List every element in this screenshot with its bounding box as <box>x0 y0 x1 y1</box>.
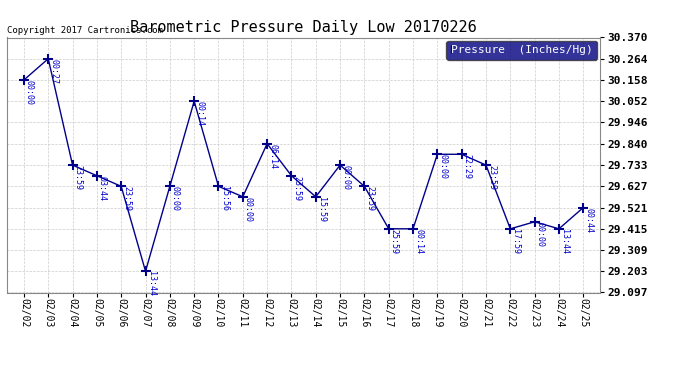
Text: 00:14: 00:14 <box>195 101 204 126</box>
Text: 25:59: 25:59 <box>390 229 399 254</box>
Text: 23:59: 23:59 <box>122 186 131 211</box>
Text: 00:00: 00:00 <box>25 80 34 105</box>
Text: 13:44: 13:44 <box>560 229 569 254</box>
Text: 15:59: 15:59 <box>317 197 326 222</box>
Text: 00:00: 00:00 <box>171 186 180 211</box>
Text: 00:27: 00:27 <box>49 59 58 84</box>
Text: 00:14: 00:14 <box>414 229 423 254</box>
Text: 13:44: 13:44 <box>146 271 155 296</box>
Title: Barometric Pressure Daily Low 20170226: Barometric Pressure Daily Low 20170226 <box>130 20 477 35</box>
Text: 00:00: 00:00 <box>341 165 350 190</box>
Text: 00:00: 00:00 <box>535 222 544 247</box>
Text: 23:59: 23:59 <box>487 165 496 190</box>
Text: 00:00: 00:00 <box>244 197 253 222</box>
Text: 23:59: 23:59 <box>366 186 375 211</box>
Text: Copyright 2017 Cartronics.com: Copyright 2017 Cartronics.com <box>7 26 163 35</box>
Text: 17:59: 17:59 <box>511 229 520 254</box>
Text: 22:29: 22:29 <box>463 154 472 179</box>
Text: 23:59: 23:59 <box>74 165 83 190</box>
Text: 06:14: 06:14 <box>268 144 277 169</box>
Text: 15:56: 15:56 <box>219 186 228 211</box>
Legend: Pressure  (Inches/Hg): Pressure (Inches/Hg) <box>446 41 597 60</box>
Text: 03:44: 03:44 <box>98 176 107 201</box>
Text: 23:59: 23:59 <box>293 176 302 201</box>
Text: 00:00: 00:00 <box>438 154 447 179</box>
Text: 00:44: 00:44 <box>584 208 593 232</box>
